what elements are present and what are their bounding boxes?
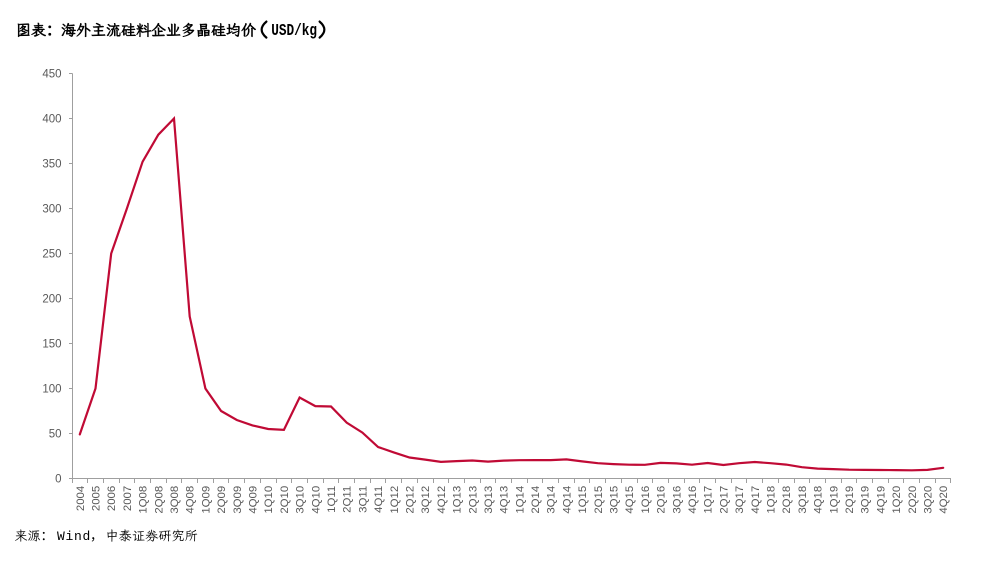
svg-text:3Q10: 3Q10 <box>295 486 307 514</box>
svg-text:200: 200 <box>42 294 61 306</box>
svg-text:4Q13: 4Q13 <box>499 486 511 514</box>
svg-text:3Q18: 3Q18 <box>797 486 809 514</box>
svg-text:2Q13: 2Q13 <box>467 486 479 514</box>
svg-text:1Q15: 1Q15 <box>577 486 589 514</box>
svg-text:1Q17: 1Q17 <box>703 486 715 514</box>
svg-text:2Q12: 2Q12 <box>405 486 417 514</box>
svg-text:2Q18: 2Q18 <box>781 486 793 514</box>
svg-text:50: 50 <box>49 429 62 441</box>
svg-text:4Q20: 4Q20 <box>938 486 950 514</box>
svg-text:1Q10: 1Q10 <box>263 486 275 514</box>
svg-text:2006: 2006 <box>106 486 118 511</box>
svg-text:400: 400 <box>42 114 61 126</box>
svg-text:450: 450 <box>42 69 61 81</box>
svg-text:4Q18: 4Q18 <box>813 486 825 514</box>
svg-text:2Q20: 2Q20 <box>907 486 919 514</box>
svg-text:250: 250 <box>42 249 61 261</box>
svg-text:300: 300 <box>42 204 61 216</box>
svg-text:USD/kg: USD/kg <box>271 20 317 40</box>
svg-text:3Q14: 3Q14 <box>546 486 558 514</box>
svg-text:2Q15: 2Q15 <box>593 486 605 514</box>
svg-text:100: 100 <box>42 384 61 396</box>
svg-text:1Q09: 1Q09 <box>200 486 212 514</box>
svg-text:4Q08: 4Q08 <box>185 486 197 514</box>
svg-text:2Q17: 2Q17 <box>718 486 730 514</box>
svg-text:1Q11: 1Q11 <box>326 486 338 513</box>
svg-text:3Q17: 3Q17 <box>734 486 746 514</box>
svg-text:3Q09: 3Q09 <box>232 486 244 514</box>
svg-text:4Q17: 4Q17 <box>750 486 762 514</box>
svg-text:2Q10: 2Q10 <box>279 486 291 514</box>
svg-text:1Q12: 1Q12 <box>389 486 401 514</box>
svg-text:1Q08: 1Q08 <box>138 486 150 514</box>
svg-text:4Q19: 4Q19 <box>875 486 887 514</box>
svg-text:4Q10: 4Q10 <box>310 486 322 514</box>
svg-text:1Q16: 1Q16 <box>640 486 652 514</box>
svg-text:Wind: Wind <box>57 529 91 544</box>
svg-text:350: 350 <box>42 159 61 171</box>
svg-text:4Q09: 4Q09 <box>248 486 260 514</box>
svg-text:2Q09: 2Q09 <box>216 486 228 514</box>
svg-text:2007: 2007 <box>122 486 134 511</box>
svg-text:3Q15: 3Q15 <box>609 486 621 514</box>
svg-text:1Q19: 1Q19 <box>828 486 840 514</box>
svg-text:4Q12: 4Q12 <box>436 486 448 514</box>
svg-text:1Q20: 1Q20 <box>891 486 903 514</box>
svg-text:150: 150 <box>42 339 61 351</box>
svg-text:2Q19: 2Q19 <box>844 486 856 514</box>
svg-text:2Q11: 2Q11 <box>342 486 354 513</box>
svg-text:4Q11: 4Q11 <box>373 486 385 513</box>
svg-text:3Q16: 3Q16 <box>671 486 683 514</box>
svg-text:2Q16: 2Q16 <box>656 486 668 514</box>
svg-text:3Q11: 3Q11 <box>357 486 369 513</box>
svg-text:4Q15: 4Q15 <box>624 486 636 514</box>
svg-text:3Q20: 3Q20 <box>923 486 935 514</box>
svg-text:3Q08: 3Q08 <box>169 486 181 514</box>
svg-text:2Q08: 2Q08 <box>153 486 165 514</box>
svg-text:3Q13: 3Q13 <box>483 486 495 514</box>
svg-text:4Q14: 4Q14 <box>561 486 573 514</box>
svg-text:2Q14: 2Q14 <box>530 486 542 514</box>
svg-text:3Q19: 3Q19 <box>860 486 872 514</box>
svg-text:3Q12: 3Q12 <box>420 486 432 514</box>
svg-text:2005: 2005 <box>91 486 103 511</box>
svg-text:1Q14: 1Q14 <box>514 486 526 514</box>
svg-text:1Q18: 1Q18 <box>766 486 778 514</box>
svg-text:4Q16: 4Q16 <box>687 486 699 514</box>
svg-text:2004: 2004 <box>75 486 87 511</box>
svg-text:1Q13: 1Q13 <box>452 486 464 514</box>
svg-text:0: 0 <box>55 474 61 486</box>
